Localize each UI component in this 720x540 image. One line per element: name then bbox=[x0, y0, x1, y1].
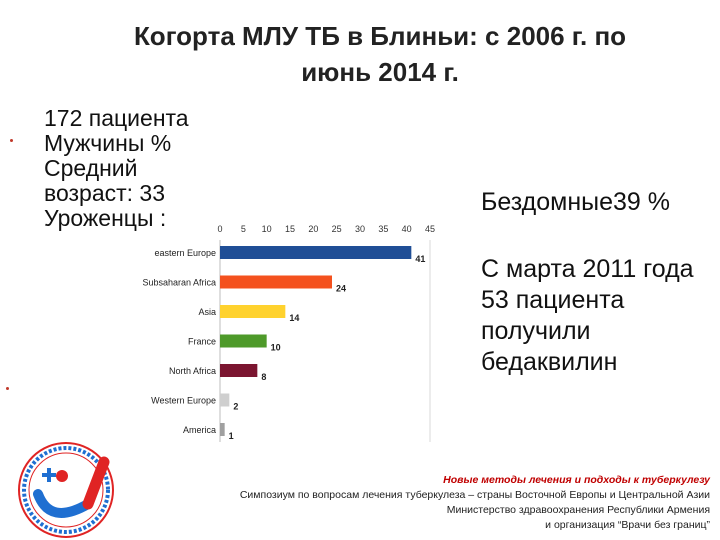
bedaquiline-stat: С марта 2011 года 53 пациента получили б… bbox=[481, 255, 694, 376]
data-label: 41 bbox=[415, 254, 425, 264]
category-label: Subsaharan Africa bbox=[142, 278, 216, 288]
data-label: 2 bbox=[233, 402, 238, 412]
data-label: 14 bbox=[289, 313, 299, 323]
slide-title: Когорта МЛУ ТБ в Блиньи: с 2006 г. по ию… bbox=[40, 18, 720, 90]
x-tick-label: 20 bbox=[308, 224, 318, 234]
stat-age-value: возраст: 33 bbox=[44, 180, 166, 206]
bar bbox=[220, 334, 267, 348]
bullet-dot bbox=[6, 387, 9, 390]
x-tick-label: 45 bbox=[425, 224, 435, 234]
data-label: 1 bbox=[229, 431, 234, 441]
homeless-stat: Бездомные39 % bbox=[481, 188, 671, 216]
bar bbox=[220, 393, 230, 407]
x-tick-label: 25 bbox=[332, 224, 342, 234]
x-tick-label: 40 bbox=[402, 224, 412, 234]
title-line-2: июнь 2014 г. bbox=[301, 57, 459, 87]
stat-men: Мужчины % bbox=[44, 130, 172, 156]
footer-line: и организация “Врачи без границ” bbox=[545, 519, 710, 531]
category-label: Western Europe bbox=[151, 396, 216, 406]
x-tick-label: 15 bbox=[285, 224, 295, 234]
bar bbox=[220, 275, 332, 289]
stat-patients: 172 пациента bbox=[44, 105, 189, 131]
category-label: Asia bbox=[198, 307, 216, 317]
bar bbox=[220, 423, 225, 436]
stat-natives: Уроженцы : bbox=[44, 205, 167, 231]
data-label: 10 bbox=[271, 343, 281, 353]
title-line-1: Когорта МЛУ ТБ в Блиньи: с 2006 г. по bbox=[133, 21, 627, 51]
cohort-stats: 172 пациента Мужчины % Средний возраст: … bbox=[44, 106, 234, 231]
origin-bar-chart: 0 5 10 15 20 25 30 35 40 45 eastern Europe 41 Subsah… bbox=[142, 224, 435, 442]
category-label: America bbox=[183, 425, 216, 435]
bullet-dot bbox=[10, 139, 13, 142]
x-tick-label: 5 bbox=[241, 224, 246, 234]
footer: Новые методы лечения и подходы к туберку… bbox=[150, 473, 710, 533]
x-tick-label: 0 bbox=[217, 224, 222, 234]
footer-title: Новые методы лечения и подходы к туберку… bbox=[443, 474, 710, 486]
stat-age-label: Средний bbox=[44, 155, 138, 181]
bar bbox=[220, 246, 412, 259]
category-label: France bbox=[188, 337, 216, 347]
category-label: eastern Europe bbox=[154, 248, 216, 258]
x-tick-label: 35 bbox=[378, 224, 388, 234]
x-tick-label: 30 bbox=[355, 224, 365, 234]
data-label: 8 bbox=[261, 372, 266, 382]
footer-line: Министерство здравоохранения Республики … bbox=[446, 504, 710, 516]
ministry-msf-logo-icon bbox=[18, 442, 114, 538]
footer-line: Симпозиум по вопросам лечения туберкулез… bbox=[239, 489, 710, 501]
category-label: North Africa bbox=[169, 366, 216, 376]
x-tick-label: 10 bbox=[262, 224, 272, 234]
bar bbox=[220, 364, 258, 377]
data-label: 24 bbox=[336, 284, 346, 294]
bar bbox=[220, 305, 286, 318]
